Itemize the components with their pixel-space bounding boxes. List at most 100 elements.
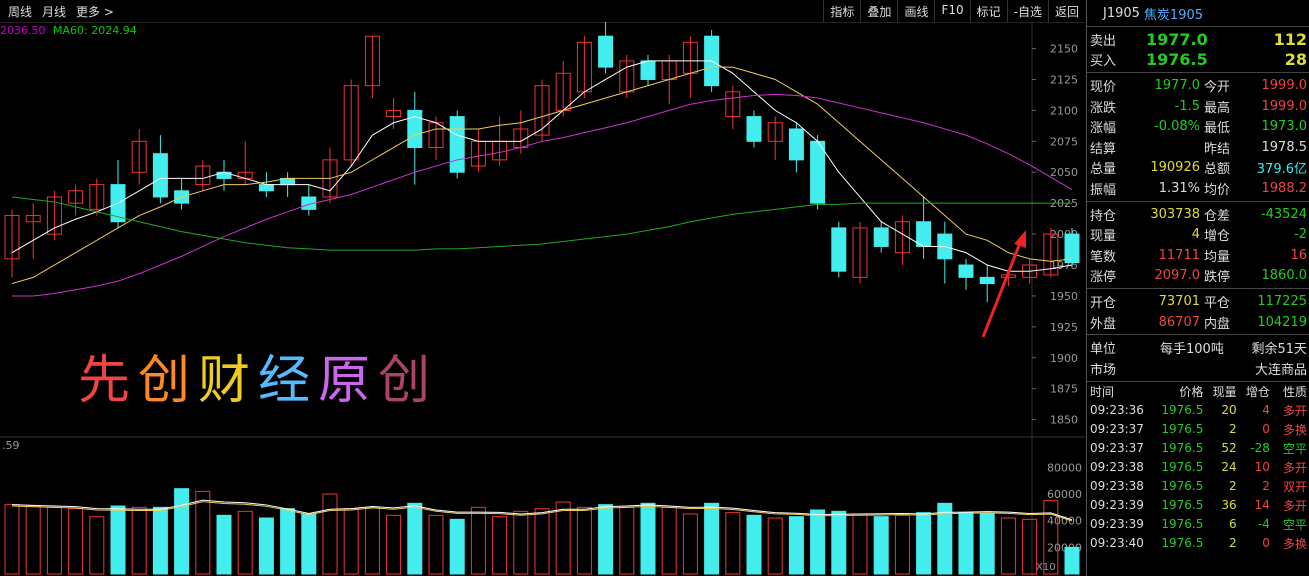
trade-row[interactable]: 09:23:36 1976.5 20 4 多开 <box>1087 401 1309 420</box>
volume-bar <box>534 508 550 575</box>
candle-body <box>916 221 932 247</box>
quote-row: 现价 1977.0 今开 1999.0 <box>1087 75 1309 96</box>
trade-cell: 1976.5 <box>1161 460 1204 474</box>
quote-section: 开仓 73701 平仓 117225 外盘 86707 内盘 104219 <box>1087 289 1309 336</box>
overlay-button[interactable]: 叠加 <box>860 0 897 22</box>
candle-body <box>598 35 614 68</box>
trade-cell: 6 <box>1228 517 1237 531</box>
volume-bar <box>46 506 62 575</box>
back-button[interactable]: 返回 <box>1047 0 1085 22</box>
price-tick-label: 2075 <box>1050 135 1078 148</box>
monthly-tab[interactable]: 月线 <box>42 5 67 19</box>
sell-qty: 112 <box>1273 29 1307 49</box>
quote-label: 结算 <box>1090 141 1117 157</box>
trade-cell: 2 <box>1228 479 1237 493</box>
trade-row[interactable]: 09:23:39 1976.5 36 14 多开 <box>1087 496 1309 515</box>
quote-label: 现价 <box>1090 79 1117 95</box>
quote-label: 开仓 <box>1090 295 1117 311</box>
trade-header-cell: 增仓 <box>1245 384 1270 399</box>
quote-value: -43524 <box>1260 206 1307 222</box>
quote-label: 均量 <box>1204 249 1231 265</box>
volume-bar <box>343 508 359 575</box>
quote-label: 涨停 <box>1090 270 1117 286</box>
sell-label: 卖出 <box>1090 33 1117 49</box>
volume-bar <box>576 506 592 575</box>
trade-row[interactable]: 09:23:38 1976.5 24 10 多开 <box>1087 458 1309 477</box>
quote-label: 持仓 <box>1090 208 1117 224</box>
trade-row[interactable]: 09:23:37 1976.5 2 0 多换 <box>1087 420 1309 439</box>
trade-cell: 0 <box>1262 536 1270 550</box>
candle-body <box>1064 233 1080 264</box>
price-tick-label: 1950 <box>1050 290 1078 303</box>
volume-bar <box>979 513 995 575</box>
trade-row[interactable]: 09:23:37 1976.5 52 -28 空平 <box>1087 439 1309 458</box>
trade-ticks[interactable]: 时间 价格 现量 增仓 性质 09:23:36 1976.5 20 4 多开 09:23:37 197… <box>1087 382 1309 553</box>
quote-row: 涨跌 -1.5 最高 1999.0 <box>1087 96 1309 117</box>
trade-row[interactable]: 09:23:39 1976.5 6 -4 空平 <box>1087 515 1309 534</box>
trade-cell: 1976.5 <box>1161 536 1204 550</box>
trade-cell: 24 <box>1221 460 1237 474</box>
weekly-tab[interactable]: 周线 <box>8 5 33 19</box>
quote-value: -1.5 <box>1174 98 1200 114</box>
volume-bar <box>725 512 741 575</box>
trade-cell: 空平 <box>1282 517 1307 532</box>
unit-value: 每手100吨 <box>1160 342 1224 358</box>
trade-cell: 09:23:38 <box>1090 479 1144 493</box>
remove-watchlist-button[interactable]: -自选 <box>1006 0 1048 22</box>
volume-bar <box>767 517 783 575</box>
scale-x10-label: X10 <box>1036 562 1056 573</box>
quote-value: 86707 <box>1158 314 1200 330</box>
trade-cell: 1976.5 <box>1161 498 1204 512</box>
quote-value: 379.6亿 <box>1256 162 1307 178</box>
volume-tick-label: 80000 <box>1047 461 1082 474</box>
quote-value: 11711 <box>1158 247 1200 263</box>
watermark-text: 先创财经原创 <box>78 338 438 413</box>
quote-value: 303738 <box>1150 206 1200 222</box>
candle-body <box>831 227 847 272</box>
trade-row[interactable]: 09:23:40 1976.5 2 0 多换 <box>1087 534 1309 553</box>
ma60-value: MA60: 2024.94 <box>53 24 137 37</box>
trade-cell: 10 <box>1254 460 1270 474</box>
volume-bar <box>301 513 317 575</box>
chart-toolbar: 周线 月线 更多 > 指标 叠加 画线 F10 标记 -自选 返回 <box>0 0 1085 23</box>
price-tick-label: 1875 <box>1050 383 1078 396</box>
candle-body <box>788 128 804 161</box>
draw-line-button[interactable]: 画线 <box>897 0 934 22</box>
candle-body <box>894 221 910 254</box>
trade-header: 时间 价格 现量 增仓 性质 <box>1087 382 1309 401</box>
trade-cell: -4 <box>1257 517 1270 531</box>
quote-row: 总量 190926 总额 379.6亿 <box>1087 158 1309 179</box>
mark-button[interactable]: 标记 <box>969 0 1007 22</box>
volume-bar <box>1022 518 1038 575</box>
trade-cell: 1976.5 <box>1161 403 1204 417</box>
volume-bar <box>428 514 444 575</box>
volume-bar <box>89 516 105 575</box>
trade-row[interactable]: 09:23:38 1976.5 2 2 双开 <box>1087 477 1309 496</box>
candle-body <box>25 215 41 223</box>
candle-body <box>407 109 423 149</box>
volume-bar <box>131 506 147 575</box>
quote-value: 73701 <box>1158 293 1200 309</box>
quote-label: 现量 <box>1090 229 1117 245</box>
quote-value: 16 <box>1290 247 1307 263</box>
candle-body <box>534 85 550 136</box>
trade-cell: 1976.5 <box>1161 517 1204 531</box>
candle-body <box>852 227 868 278</box>
quote-label: 最低 <box>1204 121 1231 137</box>
price-tick-label: 2150 <box>1050 43 1078 56</box>
volume-tick-label: 40000 <box>1047 515 1082 528</box>
more-tab[interactable]: 更多 > <box>76 5 114 19</box>
volume-bar <box>810 509 826 575</box>
quote-table: 现价 1977.0 今开 1999.0 涨跌 -1.5 最高 1999.0 涨幅 -0.08% 最低… <box>1087 73 1309 336</box>
contract-name[interactable]: 焦炭1905 <box>1143 7 1204 23</box>
quote-label: 跌停 <box>1204 270 1231 286</box>
trade-cell: 09:23:40 <box>1090 536 1144 550</box>
indicator-button[interactable]: 指标 <box>823 0 860 22</box>
kline-chart[interactable]: 2150212521002075205020252000197519501925… <box>0 22 1085 576</box>
price-tick-label: 2125 <box>1050 73 1078 86</box>
volume-bar <box>364 506 380 575</box>
f10-button[interactable]: F10 <box>934 0 969 22</box>
candle-body <box>68 190 84 204</box>
quote-value: 4 <box>1191 227 1200 243</box>
trade-cell: 多换 <box>1282 536 1307 551</box>
